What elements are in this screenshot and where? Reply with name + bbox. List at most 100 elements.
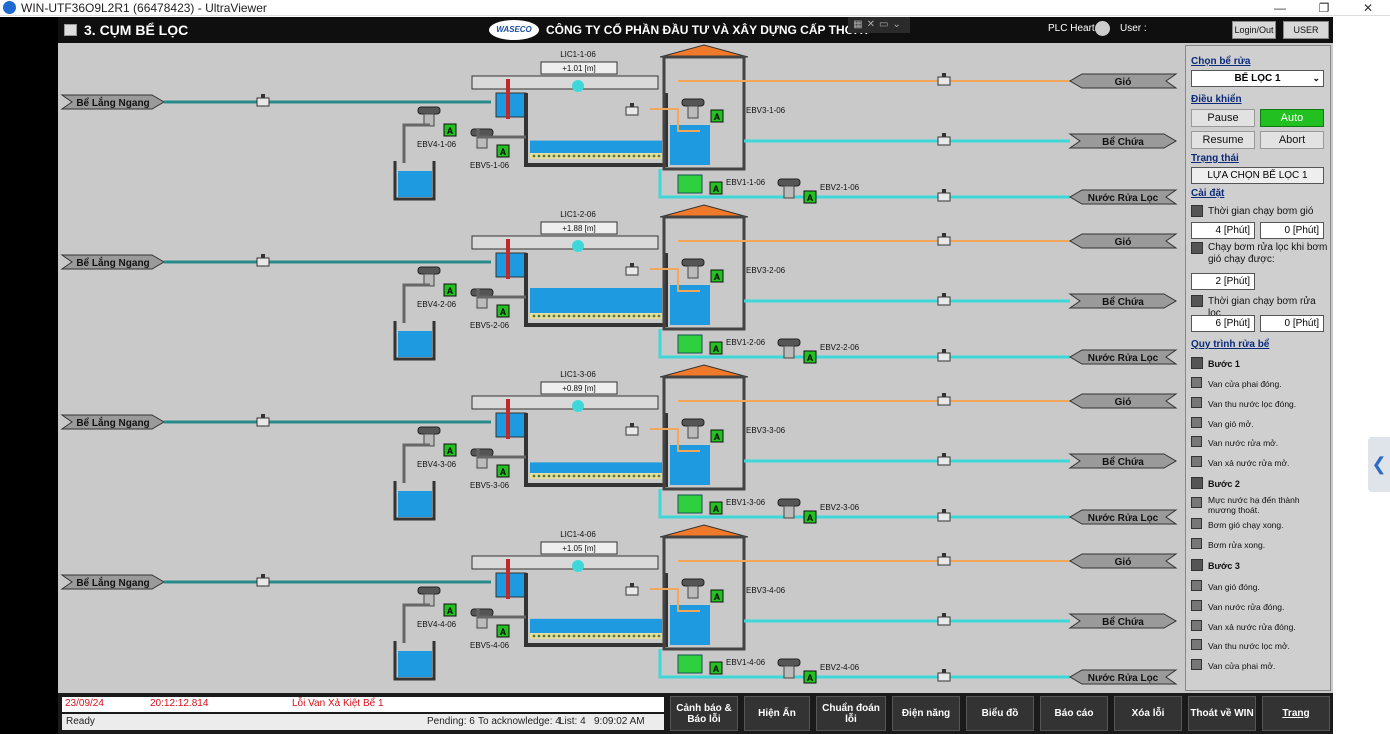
- media-grain: [592, 634, 596, 638]
- login-out-button[interactable]: Login/Out: [1232, 21, 1276, 39]
- ebv1-tag: EBV1-4-06: [726, 658, 766, 667]
- resume-button[interactable]: Resume: [1191, 131, 1255, 149]
- clear-line-valve-icon-stem: [942, 133, 946, 137]
- step-item-label: Van cửa phai đóng.: [1208, 379, 1282, 389]
- nav-diagnosis-button[interactable]: Chuẩn đoán lỗi: [816, 696, 886, 731]
- level-readout-box: [540, 61, 618, 75]
- hmi-screen: 3. CỤM BỂ LỌC WASECO CÔNG TY CỔ PHẦN ĐẦU…: [58, 17, 1333, 734]
- media-grain: [572, 474, 576, 478]
- media-grain: [582, 634, 586, 638]
- air-pump-time-input[interactable]: 4 [Phút]: [1191, 222, 1255, 239]
- inlet-label: Bể Lắng Ngang: [76, 256, 149, 269]
- nav-show-hide-button[interactable]: Hiện Ẩn: [744, 696, 810, 731]
- media-grain: [627, 474, 631, 478]
- ebv3-actuator-body: [687, 105, 699, 119]
- nav-clear-errors-button[interactable]: Xóa lỗi: [1114, 696, 1182, 731]
- air-outlet-label: Gió: [1115, 557, 1132, 568]
- nav-report-button[interactable]: Báo cáo: [1040, 696, 1108, 731]
- left-margin: [0, 17, 58, 734]
- step2-indicator: [1191, 477, 1203, 489]
- ebv3-actuator-body: [687, 425, 699, 439]
- pause-button[interactable]: Pause: [1191, 109, 1255, 127]
- alarm-line[interactable]: 23/09/24 20:12:12.814 Lỗi Van Xả Kiệt Bể…: [62, 697, 664, 712]
- wash-pump-checkbox[interactable]: [1191, 295, 1203, 307]
- media-grain: [617, 154, 621, 158]
- step-item-label: Mực nước hạ đến thành mương thoát.: [1208, 495, 1300, 515]
- step-item-indicator: [1191, 580, 1202, 591]
- ebv3-auto-badge-text: A: [714, 592, 721, 602]
- air-pump-checkbox[interactable]: [1191, 205, 1203, 217]
- media-grain: [542, 634, 546, 638]
- media-grain: [652, 314, 656, 318]
- remote-toolbar-icons[interactable]: ▦✕▭⌄: [848, 17, 910, 33]
- step-item-indicator: [1191, 377, 1202, 388]
- media-grain: [622, 314, 626, 318]
- status-clock: 9:09:02 AM: [594, 716, 645, 727]
- clear-line-valve-icon-stem: [942, 293, 946, 297]
- media-grain: [657, 154, 661, 158]
- ebv4-auto-badge: [443, 123, 457, 137]
- nav-energy-button[interactable]: Điện năng: [892, 696, 960, 731]
- nav-alarms-button[interactable]: Cảnh báo & Báo lỗi: [670, 696, 738, 731]
- plc-heart-label: PLC Heart: [1048, 23, 1095, 34]
- ebv5-actuator-head: [470, 288, 494, 297]
- window-controls: — ❐ ✕: [1258, 0, 1390, 16]
- drain-pipe-2: [402, 603, 430, 643]
- ebv5-tag: EBV5-1-06: [470, 161, 510, 170]
- ebv3-actuator-head: [681, 418, 705, 427]
- step-item-indicator: [1191, 538, 1202, 549]
- media-grain: [657, 314, 661, 318]
- ultraviewer-icon: [3, 1, 16, 14]
- step-item-label: Van gió đóng.: [1208, 582, 1260, 592]
- settings-title: Cài đặt: [1191, 188, 1225, 199]
- nav-chart-button[interactable]: Biểu đồ: [966, 696, 1034, 731]
- media-grain: [547, 474, 551, 478]
- restore-button[interactable]: ❐: [1318, 1, 1330, 15]
- media-grain: [557, 474, 561, 478]
- level-sensor-icon: [572, 80, 584, 92]
- inlet-gate: [506, 79, 510, 119]
- nav-exit-win-button[interactable]: Thoát về WIN: [1188, 696, 1256, 731]
- media-grain: [597, 474, 601, 478]
- filter-tank-wall: [524, 573, 668, 647]
- wash-water-outlet-sign: [1069, 189, 1178, 205]
- wash-pump-time-input[interactable]: 6 [Phút]: [1191, 315, 1255, 332]
- media-grain: [557, 634, 561, 638]
- air-pipe-inner: [650, 268, 700, 292]
- ebv3-tag: EBV3-1-06: [746, 106, 786, 115]
- media-grain: [577, 314, 581, 318]
- media-grain: [537, 314, 541, 318]
- waste-tank-wall: [393, 321, 436, 361]
- nav-page-button[interactable]: Trang: [1262, 696, 1330, 731]
- company-logo: WASECO: [489, 20, 539, 40]
- choose-filter-title: Chọn bể rửa: [1191, 56, 1251, 67]
- media-grain: [637, 634, 641, 638]
- media-grain: [562, 474, 566, 478]
- media-grain: [542, 474, 546, 478]
- window-titlebar: WIN-UTF36O9L2R1 (66478423) - UltraViewer…: [0, 0, 1390, 16]
- filter-select[interactable]: BỂ LỌC 1 ⌄: [1191, 70, 1324, 87]
- drain-pipe: [476, 129, 526, 139]
- minimize-button[interactable]: —: [1274, 1, 1286, 15]
- close-button[interactable]: ✕: [1362, 1, 1374, 15]
- ebv4-tag: EBV4-3-06: [417, 460, 457, 469]
- ebv2-actuator-head: [777, 178, 801, 187]
- clear-tank-outlet-label: Bể Chứa: [1102, 456, 1144, 468]
- media-grain: [627, 634, 631, 638]
- collapse-side-panel-icon[interactable]: ❮: [1368, 437, 1390, 492]
- media-grain: [642, 314, 646, 318]
- ebv3-auto-badge: [710, 429, 724, 443]
- air-outlet-sign: [1069, 73, 1178, 89]
- wash-pump-delay-input[interactable]: 2 [Phút]: [1191, 273, 1255, 290]
- filter-tank-wall: [524, 93, 668, 167]
- step-item-label: Van cửa phai mở.: [1208, 661, 1276, 671]
- user-button[interactable]: USER: [1283, 21, 1329, 39]
- control-title: Điều khiển: [1191, 94, 1242, 105]
- wash-pump-delay-checkbox[interactable]: [1191, 242, 1203, 254]
- ebv1-auto-badge: [709, 501, 723, 515]
- ebv2-tag: EBV2-2-06: [820, 343, 860, 352]
- abort-button[interactable]: Abort: [1260, 131, 1324, 149]
- air-pipe-inner: [650, 588, 700, 612]
- auto-button[interactable]: Auto: [1260, 109, 1324, 127]
- clear-line-valve-icon: [937, 136, 951, 146]
